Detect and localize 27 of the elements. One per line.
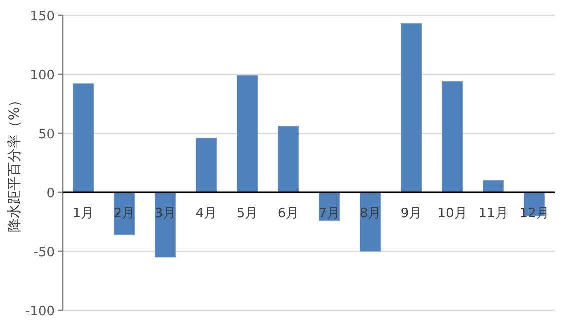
- y-tick-label: 150: [30, 10, 55, 24]
- y-tick-label: 50: [38, 128, 55, 142]
- x-tick-label: 3月: [154, 206, 176, 222]
- x-tick-label: 5月: [236, 206, 258, 222]
- bar: [196, 138, 218, 193]
- bar: [482, 180, 504, 193]
- x-tick-label: 11月: [478, 206, 508, 222]
- bar: [72, 84, 94, 193]
- y-axis-title: 降水距平百分率（%）: [7, 93, 23, 233]
- bar: [278, 126, 300, 193]
- x-tick-label: 6月: [278, 206, 300, 222]
- x-tick-label: 9月: [400, 206, 422, 222]
- x-tick-label: 8月: [360, 206, 382, 222]
- y-tick-label: -50: [34, 246, 55, 260]
- bar: [442, 81, 464, 193]
- x-tick-label: 1月: [72, 206, 94, 222]
- bar: [154, 192, 176, 258]
- bar: [400, 23, 422, 193]
- y-tick-label: 100: [30, 68, 55, 84]
- bar: [236, 75, 258, 193]
- y-tick-label: -100: [25, 304, 55, 320]
- x-tick-label: 2月: [114, 206, 136, 222]
- x-tick-label: 4月: [196, 206, 218, 222]
- x-tick-label: 10月: [438, 206, 468, 222]
- bar: [360, 192, 382, 252]
- y-tick-label: 0: [46, 186, 55, 202]
- x-tick-label: 7月: [318, 206, 340, 222]
